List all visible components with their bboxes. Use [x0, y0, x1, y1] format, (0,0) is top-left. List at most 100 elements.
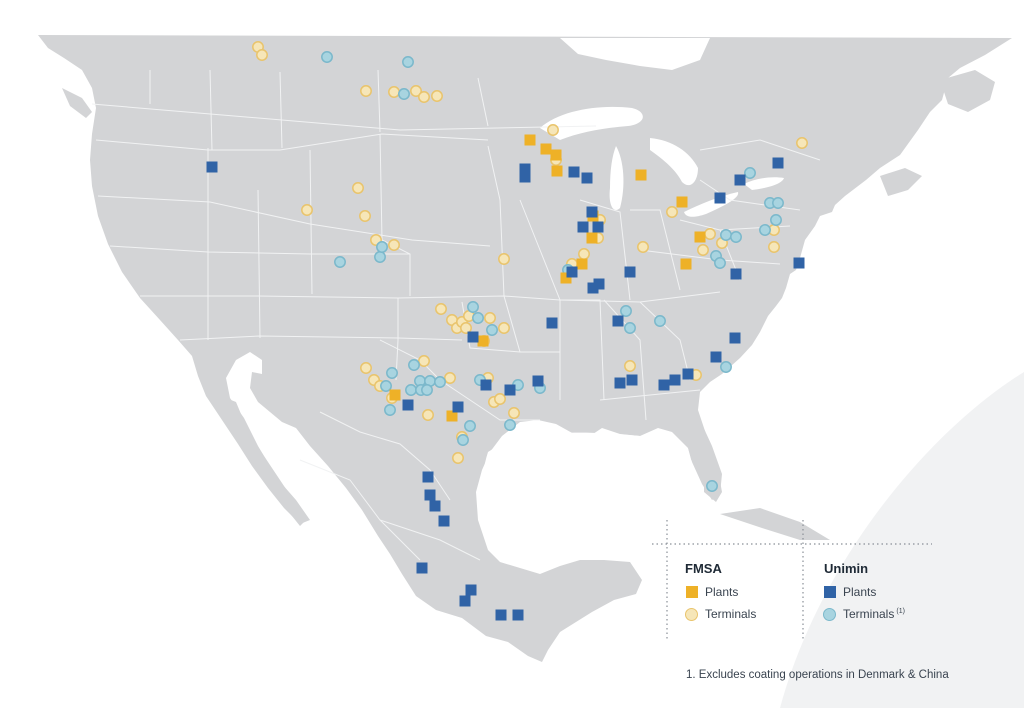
unimin-plant-marker [416, 562, 428, 574]
fmsa-terminal-marker [498, 253, 510, 265]
unimin-plant-marker [682, 368, 694, 380]
unimin-plant-marker [772, 157, 784, 169]
unimin-terminal-marker [464, 420, 476, 432]
fmsa-terminal-marker [637, 241, 649, 253]
unimin-plant-marker [734, 174, 746, 186]
unimin-terminal-marker [376, 241, 388, 253]
unimin-plant-marker [495, 609, 507, 621]
fmsa-terminal-marker [498, 322, 510, 334]
fmsa-terminal-marker [578, 248, 590, 260]
unimin-plant-marker [429, 500, 441, 512]
fmsa-terminal-marker [460, 322, 472, 334]
unimin-terminal-marker [624, 322, 636, 334]
fmsa-plant-marker [676, 196, 688, 208]
unimin-plant-marker [626, 374, 638, 386]
unimin-terminal-marker [714, 257, 726, 269]
lake-michigan [609, 146, 624, 210]
unimin-plant-marker [438, 515, 450, 527]
unimin-terminal-marker [405, 384, 417, 396]
lake-superior [540, 106, 643, 140]
unimin-terminal-marker [620, 305, 632, 317]
fmsa-plant-marker [389, 389, 401, 401]
fmsa-terminal-marker [697, 244, 709, 256]
fmsa-terminal-marker [484, 312, 496, 324]
fmsa-plants-label: Plants [705, 585, 739, 599]
unimin-plant-marker [624, 266, 636, 278]
unimin-terminal-marker [457, 434, 469, 446]
fmsa-plant-marker [560, 272, 572, 284]
gulf-of-mexico [481, 432, 704, 560]
unimin-plant-marker [592, 221, 604, 233]
unimin-plant-marker [465, 584, 477, 596]
unimin-terminal-marker [706, 480, 718, 492]
unimin-plant-marker [793, 257, 805, 269]
hudson-bay [560, 38, 710, 70]
fmsa-plant-marker [635, 169, 647, 181]
fmsa-plant-marker [446, 410, 458, 422]
unimin-terminal-marker [720, 229, 732, 241]
unimin-terminal-marker [321, 51, 333, 63]
fmsa-plant-marker [550, 149, 562, 161]
fmsa-terminal-marker [410, 85, 422, 97]
fmsa-plant-marker [680, 258, 692, 270]
unimin-plant-marker [586, 206, 598, 218]
fmsa-terminal-marker [768, 241, 780, 253]
fmsa-terminals-label: Terminals [705, 607, 757, 621]
unimin-plant-marker [669, 374, 681, 386]
fmsa-terminal-marker [301, 204, 313, 216]
vancouver-island [62, 88, 92, 118]
fmsa-terminal-marker [624, 360, 636, 372]
unimin-plant-marker [422, 471, 434, 483]
unimin-plants-label: Plants [843, 585, 877, 599]
unimin-plant-marker [467, 331, 479, 343]
unimin-legend-title: Unimin [824, 561, 869, 576]
fmsa-plant-swatch [686, 586, 698, 598]
fmsa-legend-title: FMSA [685, 561, 722, 576]
footnote: 1. Excludes coating operations in Denmar… [686, 669, 949, 681]
fmsa-terminal-marker [388, 86, 400, 98]
unimin-plant-marker [568, 166, 580, 178]
prince-edward-nova-scotia [880, 168, 922, 196]
fmsa-plant-marker [694, 231, 706, 243]
unimin-plant-marker [424, 489, 436, 501]
unimin-terminal-marker [402, 56, 414, 68]
unimin-terminal-marker [720, 361, 732, 373]
lake-huron [650, 138, 698, 186]
unimin-terminal-marker [384, 404, 396, 416]
unimin-plant-marker [710, 351, 722, 363]
unimin-plant-marker [504, 384, 516, 396]
unimin-plant-marker [452, 401, 464, 413]
unimin-terminal-marker [772, 197, 784, 209]
unimin-terminal-marker [759, 224, 771, 236]
fmsa-terminal-swatch [685, 608, 698, 621]
baja-california [226, 398, 306, 526]
unimin-plant-marker [729, 332, 741, 344]
unimin-plant-marker [587, 282, 599, 294]
unimin-plant-marker [612, 315, 624, 327]
unimin-terminal-marker [386, 367, 398, 379]
fmsa-terminal-marker [431, 90, 443, 102]
fmsa-terminal-marker [352, 182, 364, 194]
unimin-terminal-marker [730, 231, 742, 243]
unimin-terminal-marker [504, 419, 516, 431]
unimin-plant-marker [459, 595, 471, 607]
fmsa-plant-marker [551, 165, 563, 177]
north-america-landmass [38, 35, 1012, 662]
fmsa-terminal-marker [256, 49, 268, 61]
unimin-plant-marker [581, 172, 593, 184]
unimin-terminal-marker [770, 214, 782, 226]
fmsa-terminal-marker [418, 355, 430, 367]
unimin-terminal-swatch [823, 608, 836, 621]
unimin-terminal-marker [380, 380, 392, 392]
unimin-terminal-marker [472, 312, 484, 324]
unimin-terminal-marker [654, 315, 666, 327]
fmsa-terminal-marker [508, 407, 520, 419]
unimin-terminal-marker [486, 324, 498, 336]
unimin-terminals-text: Terminals [843, 607, 895, 621]
unimin-terminal-marker [408, 359, 420, 371]
fmsa-plant-marker [586, 232, 598, 244]
unimin-plant-marker [519, 163, 531, 175]
cuba [720, 508, 830, 540]
unimin-plant-marker [546, 317, 558, 329]
